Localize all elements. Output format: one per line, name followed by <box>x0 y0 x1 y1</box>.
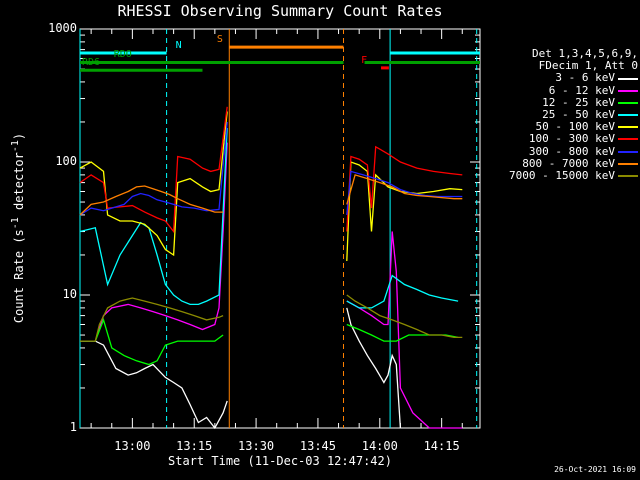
legend-entry: 25 - 50 keV <box>486 107 638 121</box>
series-line <box>346 274 459 309</box>
legend-entry-label: 50 - 100 keV <box>535 120 615 134</box>
flag-label: N <box>175 40 182 51</box>
series-line <box>346 294 463 339</box>
series-line <box>80 317 224 366</box>
legend-entry-label: 3 - 6 keV <box>555 71 615 85</box>
flag-label: RD6 <box>82 57 101 69</box>
x-axis-label: Start Time (11-Dec-03 12:47:42) <box>168 454 392 468</box>
legend-swatch <box>618 138 638 141</box>
legend-rows: 3 - 6 keV 6 - 12 keV 12 - 25 keV 25 - 50 ke… <box>486 72 638 182</box>
legend-swatch <box>618 114 638 117</box>
legend-swatch <box>618 150 638 153</box>
legend: Det 1,3,4,5,6,9, FDecim 1, Att 0 3 - 6 k… <box>486 47 638 182</box>
series-line <box>346 161 463 262</box>
legend-swatch <box>618 89 638 92</box>
series-line <box>80 142 228 342</box>
legend-swatch <box>618 162 638 165</box>
legend-entry: 7000 - 15000 keV <box>486 168 638 182</box>
y-tick-label: 1000 <box>48 21 77 35</box>
series-line <box>79 111 228 257</box>
legend-swatch <box>618 101 638 104</box>
series-line <box>79 185 224 216</box>
legend-entry: 50 - 100 keV <box>486 120 638 134</box>
legend-entry-label: 12 - 25 keV <box>542 95 615 109</box>
y-tick-label: 100 <box>55 154 77 168</box>
legend-entry: 800 - 7000 keV <box>486 156 638 170</box>
legend-swatch <box>618 126 638 129</box>
flag-label: S <box>216 34 223 46</box>
series-line <box>346 145 463 232</box>
legend-entry: 6 - 12 keV <box>486 83 638 97</box>
series-line <box>346 170 463 215</box>
x-tick-label: 13:45 <box>299 439 336 453</box>
series-line <box>346 307 402 429</box>
legend-entry-label: 6 - 12 keV <box>548 83 615 97</box>
flag-label: RDO <box>113 49 132 61</box>
x-tick-label: 13:00 <box>114 439 151 453</box>
legend-entry-label: 25 - 50 keV <box>542 107 615 121</box>
series-line <box>346 231 463 429</box>
series-line <box>79 127 228 306</box>
legend-swatch <box>618 175 638 177</box>
flag-label: F <box>361 54 368 66</box>
series-line <box>80 297 224 342</box>
series-line <box>346 174 463 205</box>
series-line <box>79 106 228 234</box>
legend-header-line-1: Det 1,3,4,5,6,9, <box>532 47 638 60</box>
series-line <box>80 340 228 430</box>
legend-entry-label: 100 - 300 keV <box>528 132 615 146</box>
legend-entry-label: 7000 - 15000 keV <box>509 168 615 182</box>
legend-entry: 100 - 300 keV <box>486 133 638 145</box>
legend-entry-label: 300 - 800 keV <box>528 144 615 158</box>
legend-swatch <box>618 77 638 80</box>
x-tick-label: 14:15 <box>423 439 460 453</box>
legend-entry: 12 - 25 keV <box>486 95 638 109</box>
plot-frame <box>79 28 481 429</box>
x-tick-label: 13:30 <box>238 439 275 453</box>
legend-entry: 300 - 800 keV <box>486 144 638 158</box>
series-line <box>79 121 228 216</box>
legend-header-line-2: FDecim 1, Att 0 <box>538 59 638 73</box>
chart-title: RHESSI Observing Summary Count Rates <box>117 2 443 20</box>
x-tick-label: 13:15 <box>176 439 213 453</box>
y-tick-label: 1 <box>69 420 77 434</box>
timestamp: 26-Oct-2021 16:09 <box>554 465 636 474</box>
legend-entry-label: 800 - 7000 keV <box>522 156 615 170</box>
series-line <box>346 323 459 342</box>
legend-entry: 3 - 6 keV <box>486 72 638 84</box>
y-tick-label: 10 <box>62 287 77 301</box>
x-tick-label: 14:00 <box>361 439 398 453</box>
